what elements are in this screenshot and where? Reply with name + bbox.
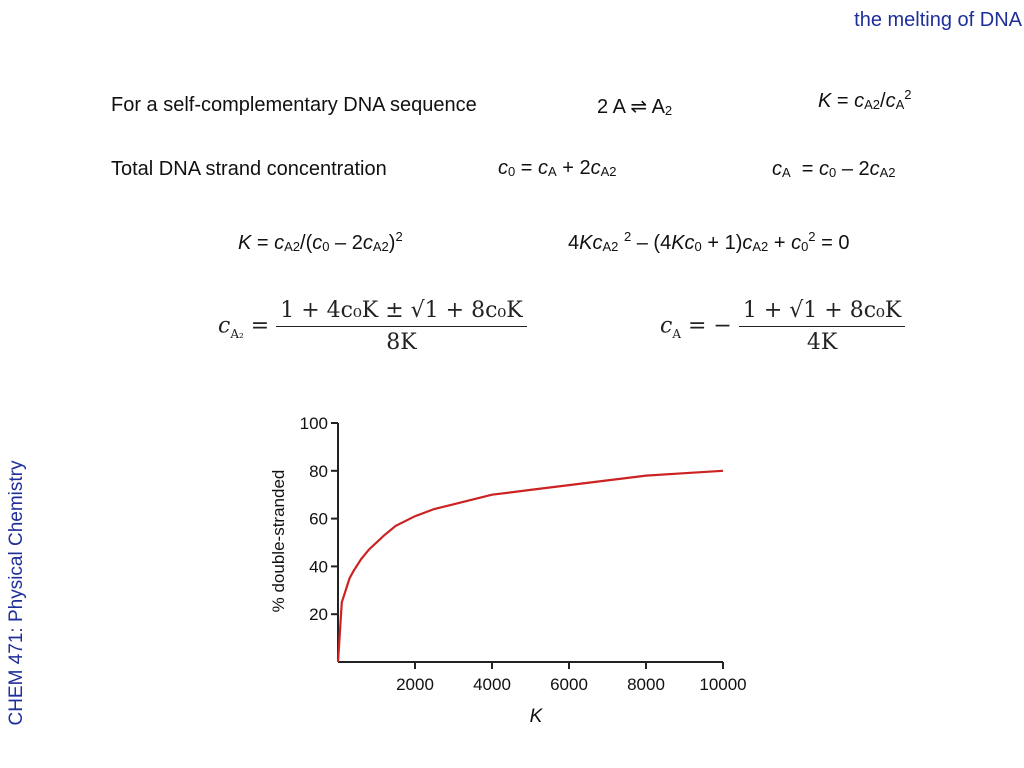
cA-lhs-sub: A	[672, 326, 681, 341]
y-tick-label: 60	[309, 510, 328, 529]
cA2-numerator: 1 + 4c₀K ± √1 + 8c₀K	[276, 298, 527, 327]
cA2-solution-formula: cA₂ = 1 + 4c₀K ± √1 + 8c₀K 8K	[218, 298, 527, 355]
cA2-denominator: 8K	[386, 330, 417, 355]
reaction-text: 2 A ⇌ A	[597, 96, 665, 118]
x-tick-label: 2000	[396, 675, 434, 694]
melting-curve-chart: 2000 4000 6000 8000 10000 20 40 60 80 100 K % dou…	[269, 414, 747, 727]
cA2-lhs-sub: A₂	[230, 326, 244, 341]
quadratic-equation: 4KcA2 2 – (4Kc0 + 1)cA2 + c02 = 0	[568, 229, 850, 254]
cA2-lhs-var: c	[218, 313, 231, 339]
y-tick-label: 40	[309, 557, 328, 576]
y-tick-label: 20	[309, 605, 328, 624]
row1-label: For a self-complementary DNA sequence	[111, 94, 477, 116]
x-tick-label: 6000	[550, 675, 588, 694]
slide-title: the melting of DNA	[854, 9, 1022, 31]
cA-solution-formula: cA = − 1 + √1 + 8c₀K 4K	[660, 298, 906, 355]
cA-numerator: 1 + √1 + 8c₀K	[738, 298, 906, 327]
y-axis-label: % double-stranded	[269, 470, 288, 613]
y-tick-label: 80	[309, 462, 328, 481]
cA2-equals: =	[243, 313, 277, 339]
cA-denominator: 4K	[806, 330, 838, 355]
row2-label: Total DNA strand concentration	[111, 158, 387, 180]
monomer-concentration-equation: cA = c0 – 2cA2	[772, 158, 896, 180]
series-line	[336, 469, 724, 663]
substituted-k-equation: K = cA2/(c0 – 2cA2)2	[238, 229, 403, 254]
x-tick-label: 4000	[473, 675, 511, 694]
equilibrium-constant-equation: K = cA2/cA2	[818, 87, 912, 112]
reaction-subscript: 2	[664, 103, 673, 118]
reaction-equation: 2 A ⇌ A2	[597, 94, 672, 119]
x-axis-label: K	[530, 706, 544, 727]
cA-equals: = −	[681, 313, 732, 339]
y-tick-label: 100	[300, 414, 328, 433]
total-concentration-equation: c0 = cA + 2cA2	[498, 157, 617, 179]
cA2-fraction: 1 + 4c₀K ± √1 + 8c₀K 8K	[276, 298, 527, 355]
course-label: CHEM 471: Physical Chemistry	[6, 460, 27, 726]
cA-lhs-var: c	[660, 313, 673, 339]
x-tick-label: 10000	[699, 675, 746, 694]
x-tick-label: 8000	[627, 675, 665, 694]
cA-fraction: 1 + √1 + 8c₀K 4K	[738, 298, 906, 355]
